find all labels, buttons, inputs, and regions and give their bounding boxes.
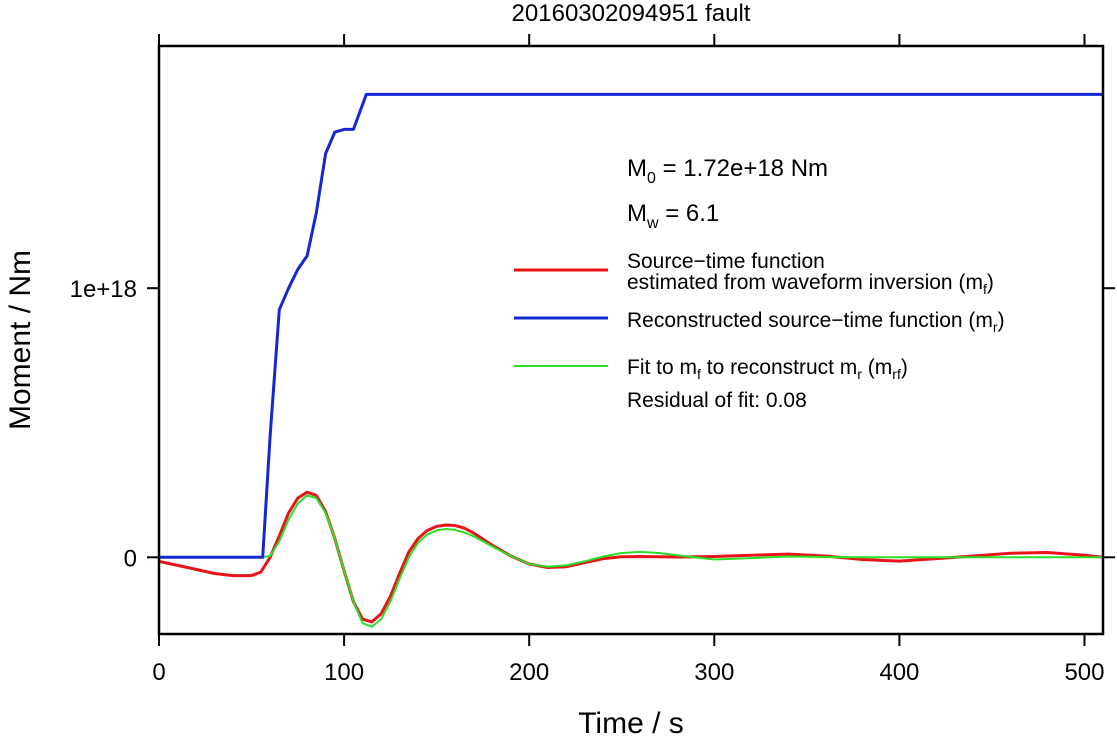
x-tick-label-0: 0 <box>152 659 165 686</box>
residual-annotation: Residual of fit: 0.08 <box>627 389 807 412</box>
x-tick-label-3: 300 <box>694 659 734 686</box>
x-tick-label-2: 200 <box>509 659 549 686</box>
ticks-layer: 0 100 200 300 400 500 0 1e+18 <box>70 34 1115 686</box>
y-tick-label-0: 0 <box>124 545 137 572</box>
seismic-moment-annotation: M0 = 1.72e+18 Nm <box>627 155 828 187</box>
legend: Source−time function estimated from wave… <box>514 250 1005 382</box>
series-line-mr <box>159 92 1103 559</box>
plot-frame <box>157 44 1105 636</box>
series-layer <box>159 92 1103 628</box>
legend-entry-mf: Source−time function estimated from wave… <box>514 250 994 297</box>
x-tick-label-4: 400 <box>879 659 919 686</box>
x-tick-label-1: 100 <box>324 659 364 686</box>
legend-label-mf-line2: estimated from waveform inversion (mf) <box>627 271 994 297</box>
x-tick-label-5: 500 <box>1064 659 1104 686</box>
legend-entry-mr: Reconstructed source−time function (mr) <box>514 309 1005 335</box>
legend-label-mrf: Fit to mf to reconstruct mr (mrf) <box>627 356 908 382</box>
legend-entry-mrf: Fit to mf to reconstruct mr (mrf) <box>514 356 908 382</box>
legend-label-mr: Reconstructed source−time function (mr) <box>627 309 1005 335</box>
y-tick-label-1: 1e+18 <box>70 276 137 303</box>
y-axis-label: Moment / Nm <box>4 250 37 430</box>
legend-label-mf-line1: Source−time function <box>627 250 825 273</box>
x-axis-label: Time / s <box>578 707 684 736</box>
series-line-mrf <box>159 494 1103 628</box>
series-line-mf <box>159 490 1103 624</box>
chart-title: 20160302094951 fault <box>512 0 751 27</box>
moment-magnitude-annotation: Mw = 6.1 <box>627 200 719 232</box>
